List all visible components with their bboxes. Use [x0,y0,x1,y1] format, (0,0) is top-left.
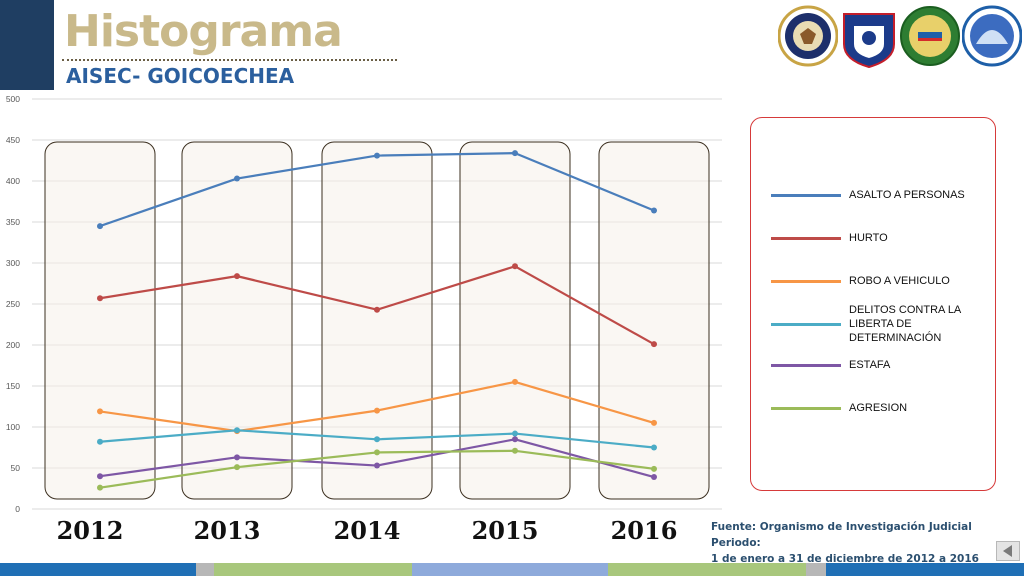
legend-label-delitos: DELITOS CONTRA LA LIBERTA DE DETERMINACI… [849,304,961,344]
legend-label-hurto: HURTO [849,232,888,244]
footer-segment-1 [0,563,196,576]
legend-swatch-agresion [771,406,841,410]
footer-segment-7 [826,563,1024,576]
legend-swatch-robo [771,279,841,283]
data-point [374,436,380,443]
category-band [321,141,433,500]
legend-label-agresion: AGRESION [849,402,908,414]
category-band [598,141,710,500]
footer-color-bar [0,563,1024,576]
y-tick-label: 150 [6,381,20,391]
data-point [234,454,240,461]
x-category-label: 2013 [194,516,261,545]
data-point [651,474,657,481]
y-tick-label: 0 [15,504,20,514]
y-tick-label: 50 [11,463,21,473]
data-point [374,407,380,414]
data-point [234,464,240,471]
category-band [181,141,293,500]
data-point [651,465,657,472]
legend-label-asalto: ASALTO A PERSONAS [849,189,965,201]
y-tick-label: 100 [6,422,20,432]
y-tick-label: 350 [6,217,20,227]
logos-strip [778,4,1022,68]
legend-item-asalto: ASALTO A PERSONAS [771,188,979,202]
page-title: Histograma [64,6,343,57]
legend-label-robo: ROBO A VEHICULO [849,275,950,287]
category-band [44,141,156,500]
data-point [512,430,518,437]
legend-swatch-estafa [771,363,841,367]
header-side-block [0,0,54,90]
source-note: Fuente: Organismo de Investigación Judic… [711,519,1011,567]
y-tick-label: 400 [6,176,20,186]
y-tick-label: 450 [6,135,20,145]
x-category-label: 2015 [472,516,539,545]
data-point [651,419,657,426]
data-point [97,438,103,445]
x-category-label: 2012 [57,516,124,545]
legend-item-estafa: ESTAFA [771,358,979,372]
back-button[interactable] [996,541,1020,561]
data-point [651,444,657,451]
x-category-label: 2016 [611,516,678,545]
footer-segment-3 [214,563,412,576]
data-point [374,462,380,469]
footer-segment-2 [196,563,214,576]
us-embassy-seal-icon [778,5,838,67]
data-point [374,152,380,159]
legend-swatch-delitos [771,322,841,326]
source-line-2: 1 de enero a 31 de diciembre de 2012 a 2… [711,553,979,565]
costa-rica-seal-icon [900,6,960,66]
data-point [651,341,657,348]
legend-item-delitos: DELITOS CONTRA LA LIBERTA DE DETERMINACI… [771,303,979,345]
legend-item-robo: ROBO A VEHICULO [771,274,979,288]
y-tick-label: 500 [6,94,20,104]
footer-segment-5 [608,563,806,576]
legend-item-agresion: AGRESION [771,401,979,415]
arrow-left-icon [1003,545,1012,557]
data-point [512,447,518,454]
category-band [459,141,571,500]
legend-swatch-hurto [771,236,841,240]
data-point [97,223,103,230]
legend-swatch-asalto [771,193,841,197]
data-point [97,473,103,480]
legend-label-estafa: ESTAFA [849,359,891,371]
footer-segment-6 [806,563,826,576]
data-point [234,273,240,280]
x-category-label: 2014 [334,516,401,545]
data-point [512,378,518,385]
data-point [97,295,103,302]
title-divider [62,59,397,61]
data-point [374,306,380,313]
footer-segment-4 [412,563,608,576]
y-tick-label: 300 [6,258,20,268]
data-point [97,484,103,491]
data-point [512,263,518,270]
data-point [512,150,518,157]
fuerza-publica-shield-icon [843,4,895,68]
source-line-1: Fuente: Organismo de Investigación Judic… [711,521,972,549]
aisec-logo-icon [962,5,1022,67]
data-point [651,207,657,214]
data-point [374,449,380,456]
chart-legend: ASALTO A PERSONAS HURTO ROBO A VEHICULO … [750,117,996,491]
data-point [97,408,103,415]
data-point [234,175,240,182]
legend-item-hurto: HURTO [771,231,979,245]
data-point [234,427,240,434]
page-subtitle: AISEC- GOICOECHEA [66,64,295,88]
data-point [512,436,518,443]
y-tick-label: 200 [6,340,20,350]
y-tick-label: 250 [6,299,20,309]
